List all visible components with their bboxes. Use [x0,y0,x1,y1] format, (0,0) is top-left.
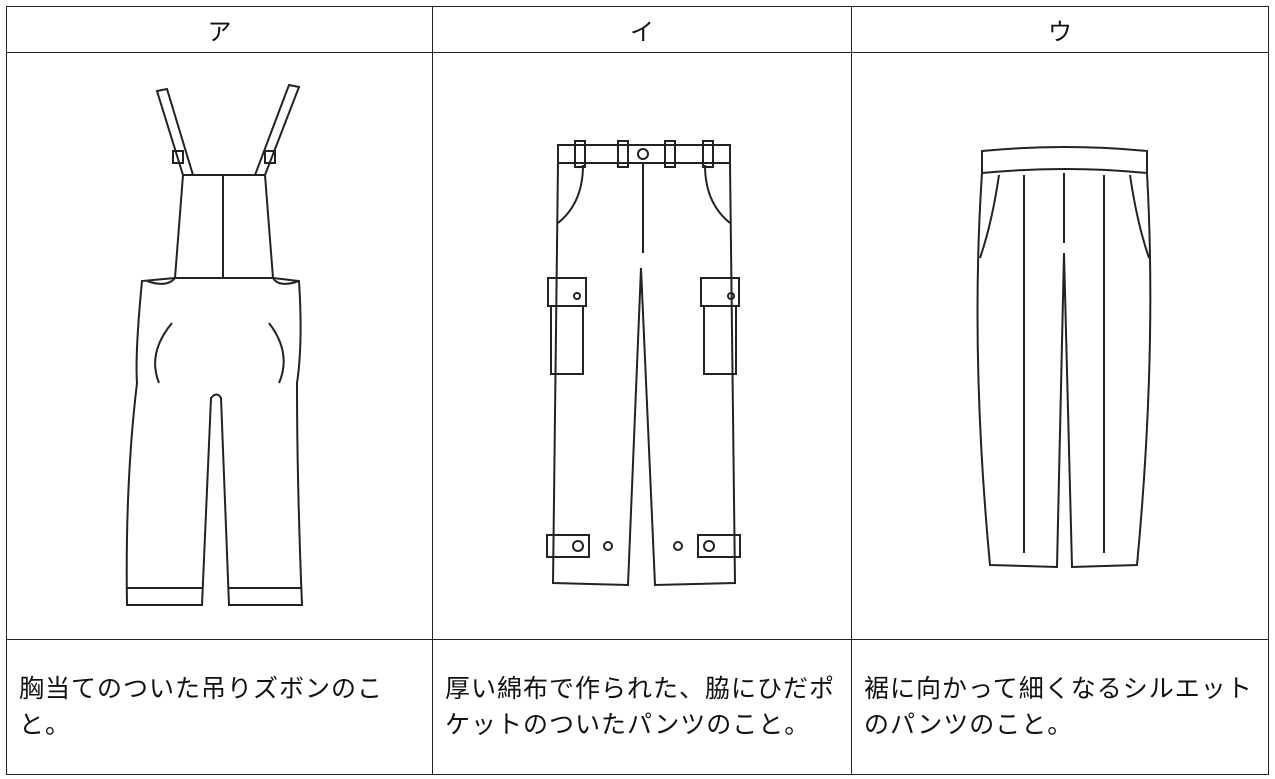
overalls-drawing [125,83,304,606]
tapered-pants-drawing [976,146,1152,569]
description: 裾に向かって細くなるシルエットのパンツのこと。 [851,639,1269,775]
header-cell: ア [6,6,433,53]
description: 胸当てのついた吊りズボンのこと。 [6,639,433,775]
cargo-pants-drawing [546,140,741,587]
garment-table: ア イ ウ [6,6,1269,775]
header-cell: ウ [851,6,1269,53]
image-row [6,52,1269,640]
description-row: 胸当てのついた吊りズボンのこと。 厚い綿布で作られた、脇にひだポケットのついたパ… [6,639,1269,775]
image-cell [851,52,1269,640]
description: 厚い綿布で作られた、脇にひだポケットのついたパンツのこと。 [432,639,852,775]
image-cell [432,52,852,640]
header-row: ア イ ウ [6,6,1269,53]
header-cell: イ [432,6,852,53]
image-cell [6,52,433,640]
